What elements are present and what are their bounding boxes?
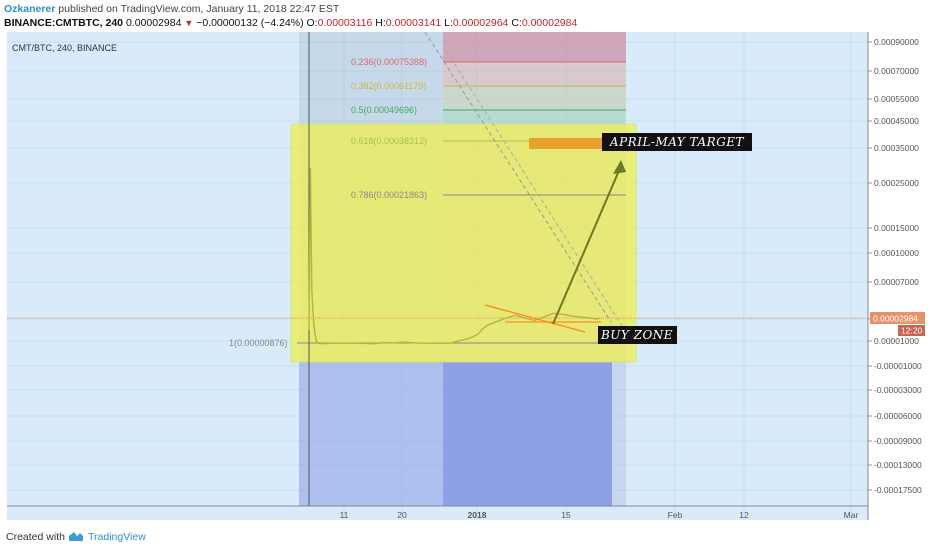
fib-label: 0.786(0.00021863)	[351, 190, 427, 200]
open-value: 0.00003116	[317, 17, 373, 29]
buy-zone-annotation: BUY ZONE	[600, 328, 673, 342]
y-tick-label: 0.00001000	[874, 336, 919, 346]
x-tick-label: 15	[561, 510, 571, 520]
projection-arrow	[552, 165, 622, 325]
x-tick-label: 11	[340, 510, 349, 520]
countdown-label: 12:20	[901, 326, 923, 336]
y-tick-label: -0.00006000	[874, 411, 922, 421]
y-tick-label: 0.00035000	[874, 143, 919, 153]
last-price-tag	[870, 312, 925, 324]
fib-band-orange	[443, 62, 626, 86]
fib-band-lime	[443, 86, 626, 110]
x-tick-label: Feb	[668, 510, 683, 520]
author-name[interactable]: Ozkanerer	[4, 3, 56, 15]
last-price-label: 0.00002984	[873, 314, 918, 324]
y-tick-label: 0.00015000	[874, 223, 919, 233]
y-tick-label: -0.00013000	[874, 460, 922, 470]
fib-label: 0.5(0.00049696)	[351, 105, 417, 115]
fib-label: 0.382(0.00061179)	[351, 81, 426, 91]
y-tick-label: 0.00025000	[874, 178, 919, 188]
tradingview-cloud-icon[interactable]	[67, 530, 85, 542]
low-label: L:	[444, 17, 453, 29]
x-tick-label: 2018	[468, 510, 487, 520]
fib-band-green	[443, 110, 626, 124]
publish-info: Ozkanerer published on TradingView.com, …	[4, 3, 339, 15]
high-label: H:	[375, 17, 386, 29]
y-tick-label: -0.00017500	[874, 485, 922, 495]
y-tick-label: 0.00070000	[874, 66, 919, 76]
x-tick-label: 12	[739, 510, 749, 520]
close-value: 0.00002984	[521, 17, 578, 29]
y-tick-label: 0.00010000	[874, 248, 919, 258]
x-tick-label: Mar	[844, 510, 859, 520]
fib-band-red	[443, 32, 626, 62]
y-tick-label: 0.00007000	[874, 277, 919, 287]
yellow-buy-box	[290, 123, 637, 363]
open-label: O:	[306, 17, 318, 29]
tradingview-brand-link[interactable]: TradingView	[88, 531, 146, 543]
close-label: C:	[511, 17, 522, 29]
fib-label: 1(0.00000876)	[229, 338, 288, 348]
ohlc-bar: BINANCE:CMTBTC, 240 0.00002984 ▼ −0.0000…	[4, 17, 577, 29]
fib-label: 0.618(0.00038312)	[351, 136, 427, 146]
target-label-box	[602, 133, 752, 151]
y-tick-label: 0.00090000	[874, 37, 919, 47]
created-with-text: Created with	[6, 531, 65, 543]
buy-zone-label-box	[598, 326, 677, 344]
chart-title: CMT/BTC, 240, BINANCE	[12, 43, 117, 53]
x-tick-label: 20	[397, 510, 407, 520]
price-series-line	[308, 167, 601, 345]
footer: Created with TradingView	[0, 524, 932, 550]
countdown-tag	[898, 325, 925, 336]
symbol-label: BINANCE:CMTBTC, 240	[4, 17, 124, 29]
y-tick-label: -0.00003000	[874, 385, 922, 395]
price-change: −0.00000132 (−4.24%)	[196, 17, 304, 29]
publish-text: published on TradingView.com, January 11…	[58, 3, 340, 15]
y-tick-label: 0.00055000	[874, 94, 919, 104]
target-bar	[529, 138, 603, 149]
fib-label: 0.236(0.00075388)	[351, 57, 427, 67]
y-tick-label: -0.00001000	[874, 361, 922, 371]
arrow-head-icon	[613, 160, 626, 174]
low-value: 0.00002964	[452, 17, 509, 29]
target-annotation: APRIL-MAY TARGET	[609, 135, 745, 149]
blue-zone-left	[299, 362, 443, 506]
diagonal-trend-line	[446, 51, 627, 333]
wedge-upper-line	[484, 304, 586, 333]
y-tick-label: -0.00009000	[874, 436, 922, 446]
y-tick-label: 0.00045000	[874, 116, 919, 126]
blue-zone-right	[443, 362, 612, 506]
price-chart[interactable]: 0.00090000 0.00070000 0.00055000 0.00045000…	[7, 32, 925, 524]
diagonal-trend-line	[424, 32, 612, 323]
last-price: 0.00002984	[125, 17, 182, 29]
down-triangle-icon: ▼	[184, 18, 194, 28]
high-value: 0.00003141	[385, 17, 442, 29]
